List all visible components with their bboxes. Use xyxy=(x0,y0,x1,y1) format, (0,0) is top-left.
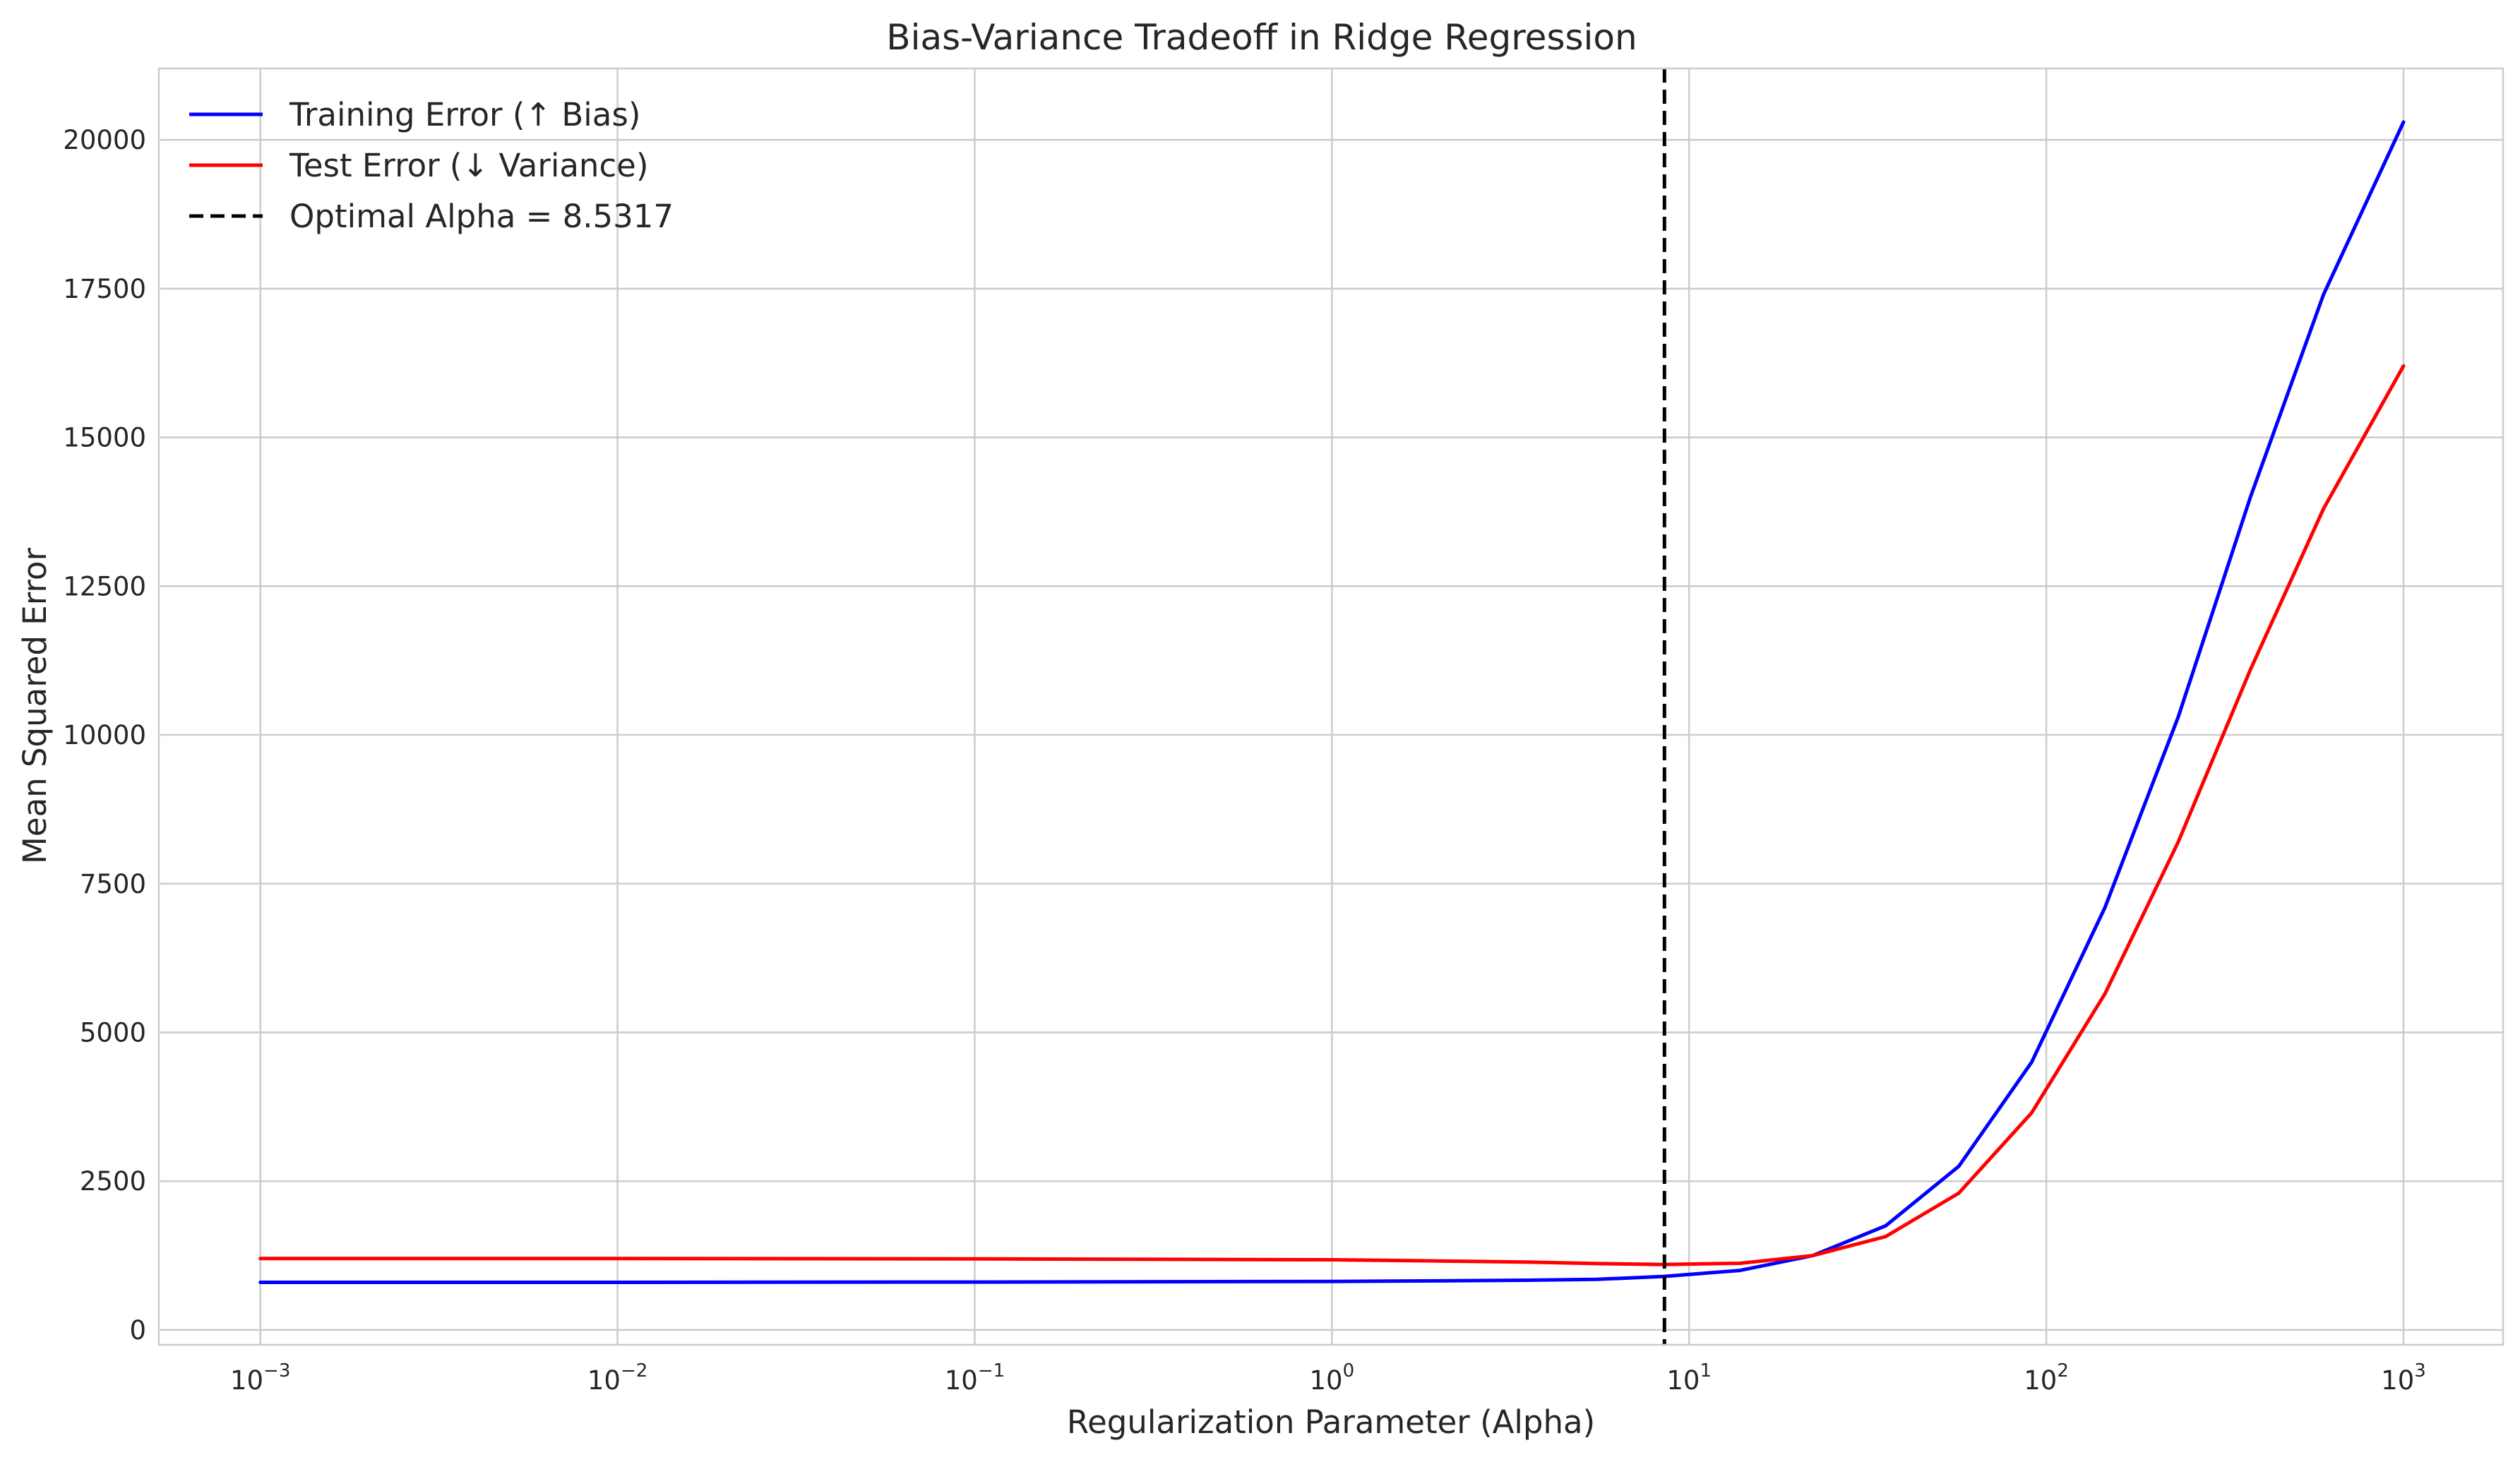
x-tick-label: 102 xyxy=(2024,1360,2069,1396)
chart-title: Bias-Variance Tradeoff in Ridge Regressi… xyxy=(886,17,1637,58)
x-tick-label: 10−2 xyxy=(587,1360,647,1396)
x-tick-exponent: −2 xyxy=(621,1360,647,1382)
x-tick-exponent: −1 xyxy=(978,1360,1005,1382)
x-tick-exponent: 2 xyxy=(2057,1360,2069,1382)
y-tick-label: 2500 xyxy=(80,1166,146,1197)
x-tick-base: 10 xyxy=(945,1365,978,1396)
y-tick-label: 0 xyxy=(129,1315,146,1346)
y-tick-label: 5000 xyxy=(80,1017,146,1048)
x-tick-base: 10 xyxy=(2024,1365,2057,1396)
legend-label-test-error: Test Error (↓ Variance) xyxy=(289,147,648,184)
y-axis-label: Mean Squared Error xyxy=(16,548,54,864)
y-axis-ticks: 0 2500 5000 7500 10000 12500 15000 17500 20000 xyxy=(63,125,146,1346)
plot-background xyxy=(159,68,2503,1345)
y-tick-label: 20000 xyxy=(63,125,146,155)
y-tick-label: 7500 xyxy=(80,869,146,899)
y-tick-label: 17500 xyxy=(63,274,146,304)
series-line-test-error xyxy=(258,364,2406,1266)
x-tick-exponent: 0 xyxy=(1343,1360,1355,1382)
x-axis-ticks: 10−3 10−2 10−1 100 101 102 103 xyxy=(230,1360,2426,1396)
legend-label-optimal-alpha: Optimal Alpha = 8.5317 xyxy=(289,198,674,235)
x-tick-label: 103 xyxy=(2381,1360,2426,1396)
x-tick-base: 10 xyxy=(230,1365,263,1396)
x-tick-label: 100 xyxy=(1310,1360,1355,1396)
series-line-training-error xyxy=(258,120,2406,1284)
x-tick-exponent: −3 xyxy=(263,1360,290,1382)
x-tick-exponent: 1 xyxy=(1700,1360,1712,1382)
x-tick-base: 10 xyxy=(1666,1365,1700,1396)
plot-area xyxy=(157,67,2504,1346)
y-tick-label: 10000 xyxy=(63,720,146,750)
x-tick-base: 10 xyxy=(2381,1365,2414,1396)
x-tick-label: 101 xyxy=(1666,1360,1712,1396)
x-tick-base: 10 xyxy=(587,1365,621,1396)
x-gridlines xyxy=(259,68,2405,1345)
plot-frame xyxy=(157,67,2504,1346)
x-tick-label: 10−1 xyxy=(945,1360,1005,1396)
x-tick-base: 10 xyxy=(1310,1365,1343,1396)
series-layer xyxy=(258,120,2406,1284)
legend: Training Error (↑ Bias) Test Error (↓ Var… xyxy=(189,96,674,235)
x-tick-label: 10−3 xyxy=(230,1360,290,1396)
y-tick-label: 15000 xyxy=(63,423,146,453)
legend-label-training-error: Training Error (↑ Bias) xyxy=(289,96,640,133)
x-tick-exponent: 3 xyxy=(2414,1360,2426,1382)
x-axis-label: Regularization Parameter (Alpha) xyxy=(1067,1403,1595,1441)
y-tick-label: 12500 xyxy=(63,571,146,601)
